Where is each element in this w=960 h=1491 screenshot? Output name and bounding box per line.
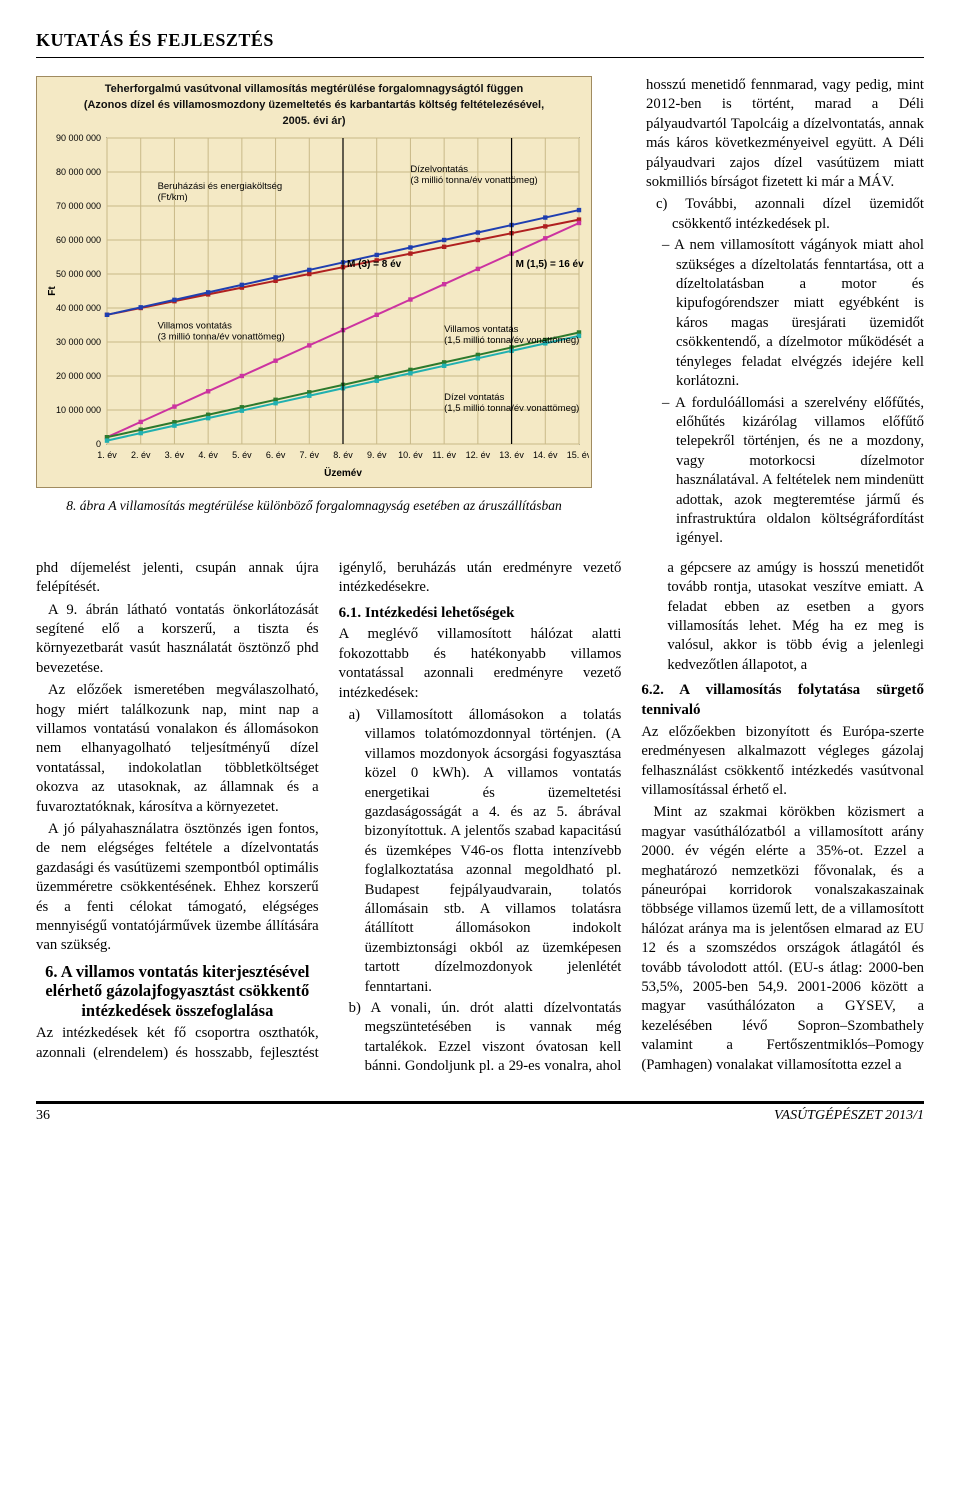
para-c3-1: hosszú menetidő fennmarad, vagy pedig, m… xyxy=(646,76,924,192)
list-item-dash-1: – A nem villamosított vágányok miatt aho… xyxy=(646,236,924,391)
svg-text:Dízel vontatás: Dízel vontatás xyxy=(444,392,504,403)
para-4: A jó pályahasználatra ösztönzés igen fon… xyxy=(36,820,319,956)
svg-text:11. év: 11. év xyxy=(432,450,456,460)
svg-text:8. év: 8. év xyxy=(333,450,353,460)
svg-text:40 000 000: 40 000 000 xyxy=(56,303,101,313)
svg-text:(1,5 millió tonna/év vonattöme: (1,5 millió tonna/év vonattömeg) xyxy=(444,403,579,414)
chart-container: Teherforgalmú vasútvonal villamosítás me… xyxy=(36,76,592,488)
li-b-label: b) xyxy=(349,1000,361,1016)
list-item-c: c) További, azonnali dízel üzemidőt csök… xyxy=(646,195,924,234)
svg-text:Üzemév: Üzemév xyxy=(324,466,362,479)
svg-text:(1,5 millió tonna/év vonattöme: (1,5 millió tonna/év vonattömeg) xyxy=(444,335,579,346)
svg-text:Villamos vontatás: Villamos vontatás xyxy=(158,321,233,332)
svg-text:M (3) = 8 év: M (3) = 8 év xyxy=(347,259,402,270)
dash1-text: A nem villamosított vágányok miatt ahol … xyxy=(674,237,924,389)
para-1: phd díjemelést jelenti, csupán annak újr… xyxy=(36,559,319,598)
chart-caption: 8. ábra A villamosítás megtérülése külön… xyxy=(36,498,592,514)
li-c-text: További, azonnali dízel üzemidőt csökken… xyxy=(672,196,924,231)
heading-6-1: 6.1. Intézkedési lehetőségek xyxy=(339,604,622,624)
chart-figure: Teherforgalmú vasútvonal villamosítás me… xyxy=(36,76,592,514)
svg-text:30 000 000: 30 000 000 xyxy=(56,337,101,347)
svg-text:0: 0 xyxy=(96,439,101,449)
section-header: KUTATÁS ÉS FEJLESZTÉS xyxy=(36,30,924,58)
chart-title-3: 2005. évi ár) xyxy=(41,115,587,129)
svg-text:3. év: 3. év xyxy=(165,450,185,460)
list-item-a: a) Villamosított állomásokon a tolatás v… xyxy=(339,706,622,997)
para-7: Az előzőekben bizonyított és Európa-szer… xyxy=(641,723,924,801)
svg-text:(Ft/km): (Ft/km) xyxy=(158,192,188,203)
svg-text:Beruházási és energiaköltség: Beruházási és energiaköltség xyxy=(158,181,283,192)
para-3: Az előzőek ismeretében megválaszolható, … xyxy=(36,681,319,817)
para-2: A 9. ábrán látható vontatás önkorlátozás… xyxy=(36,601,319,679)
svg-text:Villamos vontatás: Villamos vontatás xyxy=(444,324,519,335)
chart-title-2: (Azonos dízel és villamosmozdony üzemelt… xyxy=(41,99,587,113)
svg-text:10 000 000: 10 000 000 xyxy=(56,405,101,415)
li-a-text: Villamosított állomásokon a tolatás vill… xyxy=(365,707,622,995)
para-6: A meglévő villamosított hálózat alatti f… xyxy=(339,625,622,703)
svg-text:9. év: 9. év xyxy=(367,450,387,460)
page-footer: 36 VASÚTGÉPÉSZET 2013/1 xyxy=(36,1101,924,1124)
svg-text:13. év: 13. év xyxy=(499,450,524,460)
li-c-label: c) xyxy=(656,196,667,212)
li-a-label: a) xyxy=(349,707,360,723)
para-8: Mint az szakmai körökben közismert a mag… xyxy=(641,803,924,1075)
svg-text:80 000 000: 80 000 000 xyxy=(56,167,101,177)
svg-text:1. év: 1. év xyxy=(97,450,117,460)
body-columns: phd díjemelést jelenti, csupán annak újr… xyxy=(36,559,924,1077)
right-column-top: hosszú menetidő fennmarad, vagy pedig, m… xyxy=(646,76,924,551)
svg-text:14. év: 14. év xyxy=(533,450,558,460)
chart-svg: 0 10 000 000 20 000 000 30 000 000 40 000 00… xyxy=(41,130,589,480)
svg-text:6. év: 6. év xyxy=(266,450,286,460)
page-number: 36 xyxy=(36,1108,50,1124)
svg-text:(3 millió tonna/év vonattömeg): (3 millió tonna/év vonattömeg) xyxy=(158,332,285,343)
publication-info: VASÚTGÉPÉSZET 2013/1 xyxy=(774,1108,924,1124)
svg-text:Ft: Ft xyxy=(47,286,58,296)
svg-text:20 000 000: 20 000 000 xyxy=(56,371,101,381)
svg-text:70 000 000: 70 000 000 xyxy=(56,201,101,211)
svg-text:(3 millió tonna/év vonattömeg): (3 millió tonna/év vonattömeg) xyxy=(410,175,537,186)
svg-text:M (1,5) = 16 év: M (1,5) = 16 év xyxy=(516,259,585,270)
svg-text:5. év: 5. év xyxy=(232,450,252,460)
svg-text:7. év: 7. év xyxy=(300,450,320,460)
svg-text:10. év: 10. év xyxy=(398,450,423,460)
svg-text:12. év: 12. év xyxy=(466,450,491,460)
svg-text:90 000 000: 90 000 000 xyxy=(56,133,101,143)
dash2-text: A fordulóállomási a szerelvény előfűtés,… xyxy=(675,395,924,547)
svg-text:50 000 000: 50 000 000 xyxy=(56,269,101,279)
svg-text:Dízelvontatás: Dízelvontatás xyxy=(410,164,468,175)
svg-text:4. év: 4. év xyxy=(198,450,218,460)
svg-text:60 000 000: 60 000 000 xyxy=(56,235,101,245)
list-item-dash-2: – A fordulóállomási a szerelvény előfűté… xyxy=(646,394,924,549)
heading-6-2: 6.2. A villamosítás folytatása sürgető t… xyxy=(641,681,924,721)
chart-title-1: Teherforgalmú vasútvonal villamosítás me… xyxy=(41,83,587,97)
heading-6: 6. A villamos vontatás kiterjesztésével … xyxy=(36,962,319,1020)
svg-text:2. év: 2. év xyxy=(131,450,151,460)
svg-text:15. év: 15. év xyxy=(567,450,589,460)
